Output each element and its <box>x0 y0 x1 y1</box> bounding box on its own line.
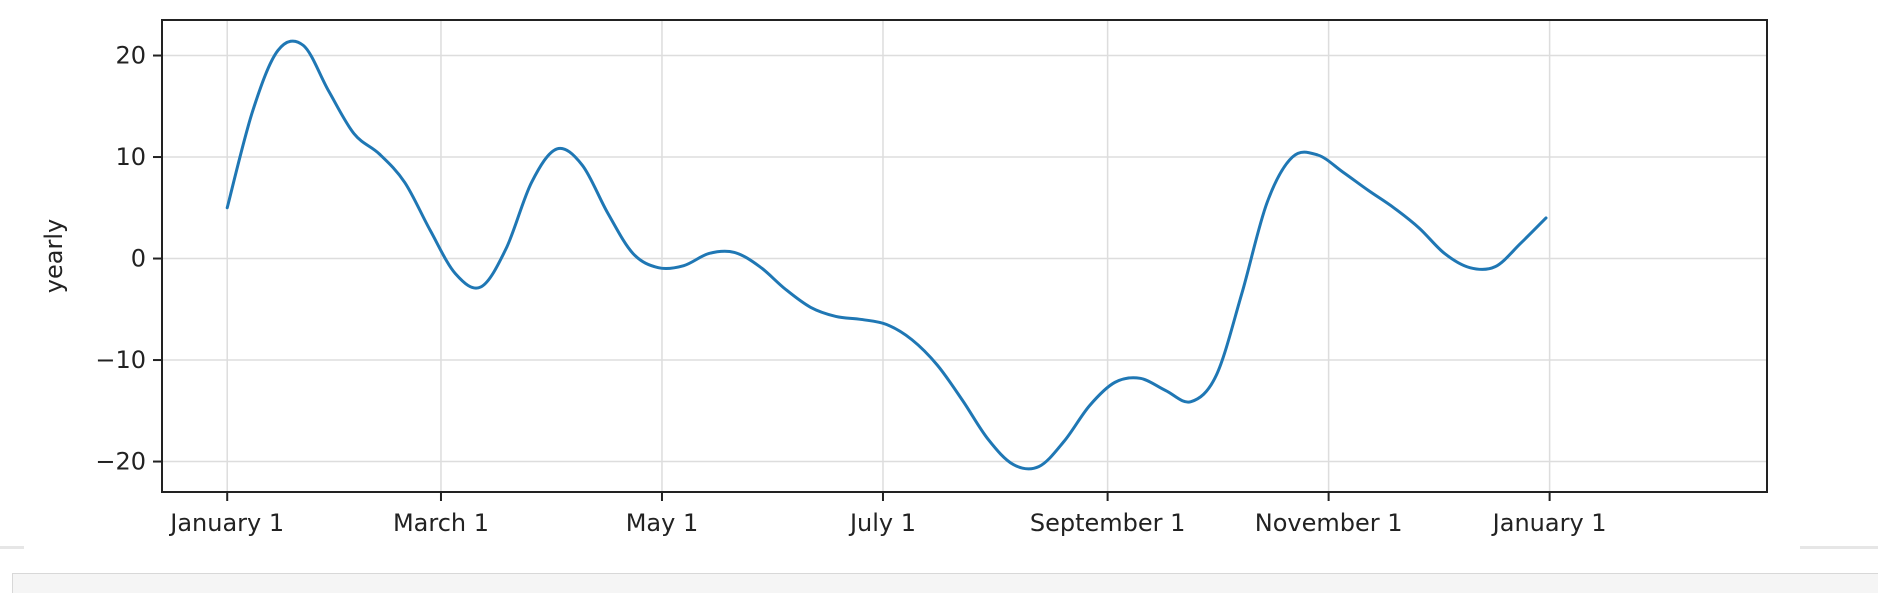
x-tick-label: November 1 <box>1255 509 1403 537</box>
y-tick-label: 10 <box>115 143 146 171</box>
plot-area-frame <box>161 19 1768 493</box>
y-tick-label: 20 <box>115 42 146 70</box>
y-axis-label: yearly <box>40 219 68 293</box>
series-line-yearly <box>225 39 1548 471</box>
x-tick-label: July 1 <box>848 509 916 537</box>
x-tick-label: January 1 <box>1491 509 1607 537</box>
x-tick-label: March 1 <box>393 509 489 537</box>
x-tick-label: January 1 <box>168 509 284 537</box>
x-tick-label: September 1 <box>1030 509 1186 537</box>
separator-left <box>0 546 24 549</box>
grid <box>162 20 1767 492</box>
next-cell-edge <box>12 573 1878 593</box>
y-tick-label: −20 <box>95 448 146 476</box>
separator-right <box>1800 546 1878 549</box>
axis-ticks: −20 −10 0 10 20 January 1 March 1 May 1 July 1 Se… <box>95 42 1606 537</box>
y-tick-label: 0 <box>131 245 146 273</box>
x-tick-label: May 1 <box>626 509 699 537</box>
y-tick-label: −10 <box>95 346 146 374</box>
